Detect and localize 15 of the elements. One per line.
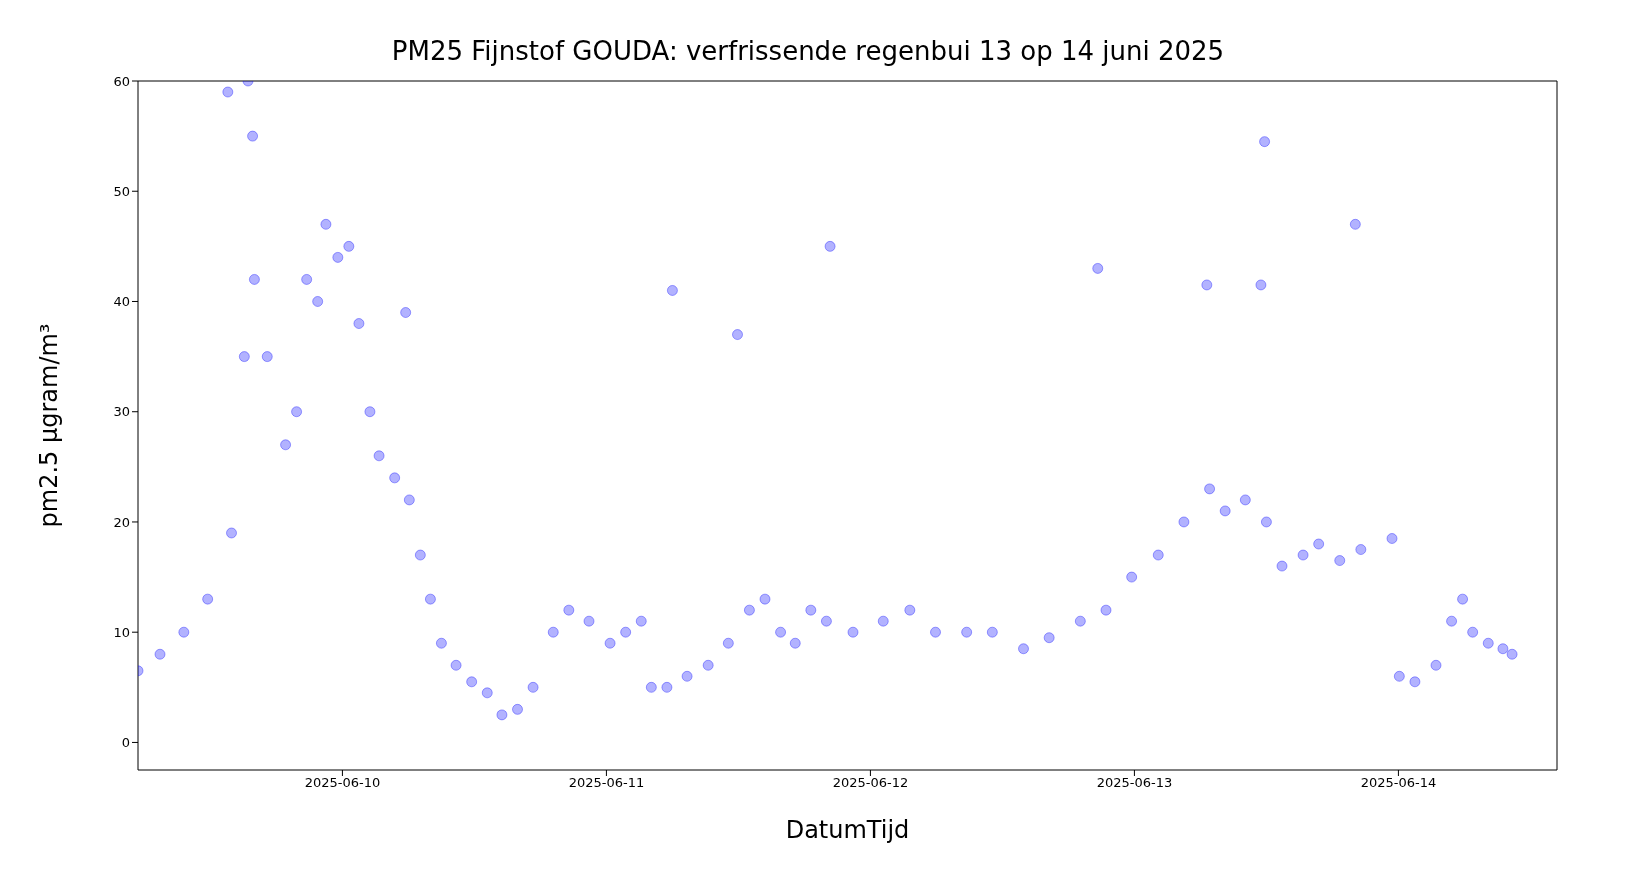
x-tick-label: 2025-06-11 (568, 775, 645, 791)
y-tick-label: 10 (113, 624, 130, 640)
y-tick-label: 50 (113, 183, 130, 199)
x-axis-title: DatumTijd (785, 816, 910, 844)
y-tick-label: 30 (113, 404, 130, 420)
x-tick-label: 2025-06-13 (1096, 775, 1173, 791)
y-tick-label: 0 (121, 735, 130, 751)
x-tick-label: 2025-06-14 (1360, 775, 1437, 791)
y-axis-title: pm2.5 μgram/m³ (34, 323, 63, 528)
x-tick-label: 2025-06-12 (832, 775, 909, 791)
y-tick-label: 60 (113, 73, 130, 89)
y-tick-label: 40 (113, 294, 130, 310)
y-tick-label: 20 (113, 514, 130, 530)
chart-title: PM25 Fijnstof GOUDA: verfrissende regenbui 13 op 14 juni 2025 (390, 36, 1226, 68)
x-tick-label: 2025-06-10 (304, 775, 381, 791)
